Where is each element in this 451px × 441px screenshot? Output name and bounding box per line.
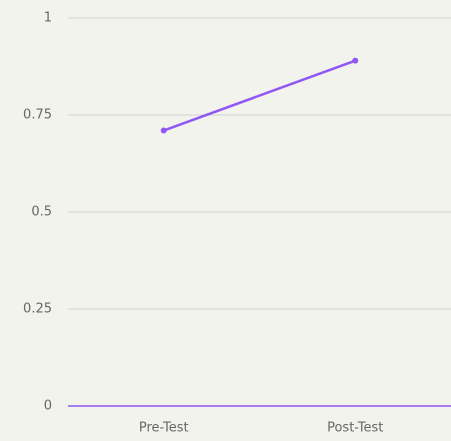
y-tick-label: 0 [44,399,52,414]
y-tick-label: 1 [44,11,52,26]
point [352,57,359,64]
line [163,59,356,132]
point [160,127,167,134]
x-tick-label: Pre-Test [139,421,189,436]
y-tick-label: 0.5 [31,205,52,220]
y-tick-label: 0.25 [23,302,52,317]
y-tick-label: 0.75 [23,108,52,123]
x-tick-label: Post-Test [327,421,383,436]
